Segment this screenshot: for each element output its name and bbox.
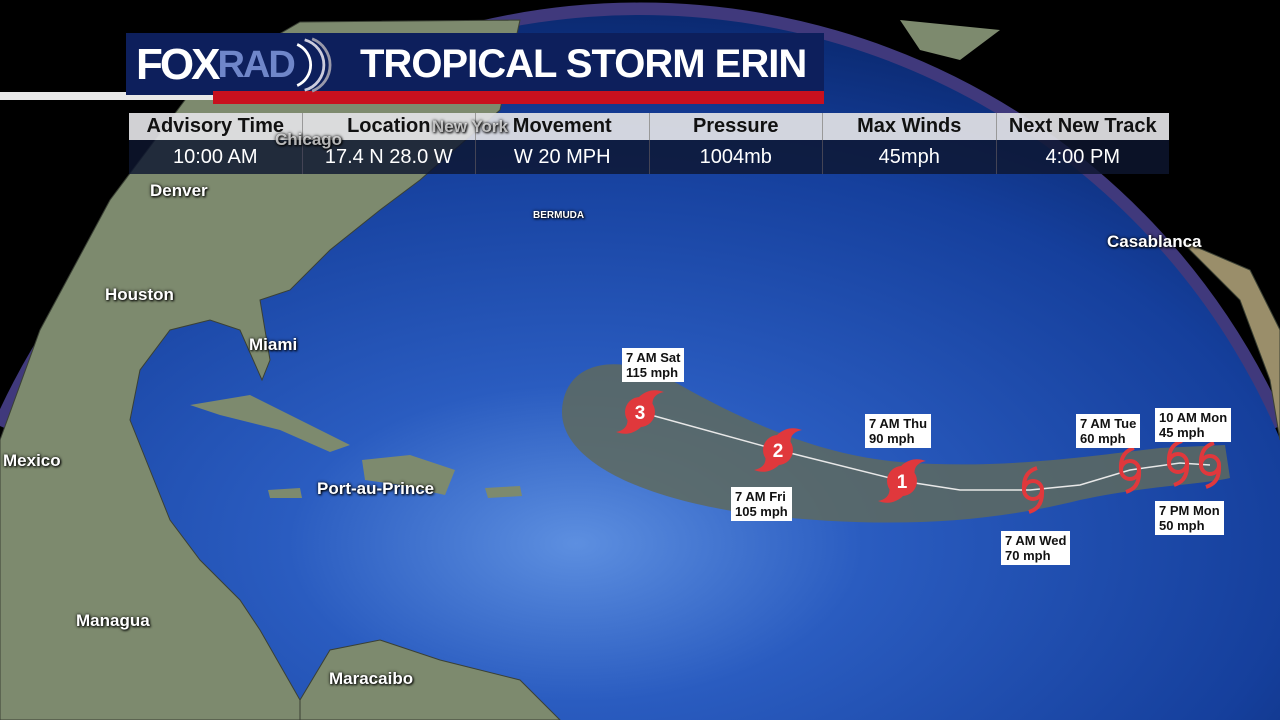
track-label-7am-fri: 7 AM Fri 105 mph bbox=[731, 487, 792, 521]
forecast-cone bbox=[561, 364, 1230, 523]
city-label-mexico: Mexico bbox=[3, 451, 61, 470]
logo-rad: RAD bbox=[217, 43, 295, 86]
svg-text:3: 3 bbox=[635, 403, 646, 424]
next-track-value: 4:00 PM bbox=[996, 140, 1169, 174]
header-banner bbox=[126, 33, 824, 95]
city-label-chicago: Chicago bbox=[275, 130, 343, 149]
city-label-new-york: New York bbox=[432, 117, 508, 136]
land-puerto-rico bbox=[485, 486, 522, 498]
radar-waves-icon bbox=[296, 37, 332, 93]
advisory-table: Advisory Time Location Movement Pressure… bbox=[129, 113, 1169, 174]
header-accent-line bbox=[0, 92, 215, 100]
col-header: Advisory Time bbox=[129, 113, 303, 140]
label-bermuda: BERMUDA bbox=[533, 210, 585, 221]
svg-text:1: 1 bbox=[897, 472, 908, 493]
hurricane-icon: 1 bbox=[878, 459, 926, 503]
city-label-managua: Managua bbox=[76, 611, 150, 630]
movement-value: W 20 MPH bbox=[476, 140, 650, 174]
advisory-value-row: 10:00 AM 17.4 N 28.0 W W 20 MPH 1004mb 4… bbox=[129, 140, 1169, 174]
track-label-7am-thu: 7 AM Thu 90 mph bbox=[865, 414, 932, 448]
land-africa bbox=[1179, 239, 1280, 441]
land-jamaica bbox=[268, 488, 302, 498]
max-winds-value: 45mph bbox=[823, 140, 997, 174]
city-label-denver: Denver bbox=[150, 181, 208, 200]
pressure-value: 1004mb bbox=[649, 140, 823, 174]
track-label-7am-wed: 7 AM Wed 70 mph bbox=[1001, 531, 1071, 565]
col-header: Pressure bbox=[649, 113, 823, 140]
city-label-casablanca: Casablanca bbox=[1107, 232, 1202, 251]
col-header: Location bbox=[302, 113, 476, 140]
header-red-bar bbox=[213, 91, 824, 104]
advisory-header-row: Advisory Time Location Movement Pressure… bbox=[129, 113, 1169, 140]
city-label-port-au-prince: Port-au-Prince bbox=[317, 479, 435, 498]
city-label-houston: Houston bbox=[105, 285, 174, 304]
track-label-7am-sat: 7 AM Sat 115 mph bbox=[622, 348, 685, 382]
tropical-storm-icon bbox=[1198, 441, 1222, 489]
col-header: Next New Track bbox=[996, 113, 1169, 140]
tropical-storm-icon bbox=[1118, 446, 1142, 494]
city-label-maracaibo: Maracaibo bbox=[329, 669, 414, 688]
track-label-10am-mon: 10 AM Mon 45 mph bbox=[1155, 408, 1232, 442]
location-value: 17.4 N 28.0 W bbox=[302, 140, 476, 174]
foxrad-logo: FOX RAD bbox=[136, 37, 334, 93]
advisory-time-value: 10:00 AM bbox=[129, 140, 303, 174]
land-hispaniola bbox=[362, 455, 455, 495]
page-title: TROPICAL STORM ERIN bbox=[360, 42, 807, 86]
hurricane-icon: 3 bbox=[616, 390, 664, 434]
land-europe bbox=[900, 20, 1000, 60]
forecast-track-line bbox=[639, 411, 1211, 491]
logo-fox: FOX bbox=[136, 40, 220, 89]
col-header: Movement bbox=[476, 113, 650, 140]
land-cuba bbox=[190, 395, 350, 452]
tropical-storm-icon bbox=[1021, 466, 1045, 514]
city-label-miami: Miami bbox=[249, 335, 298, 354]
land-north-america bbox=[0, 19, 521, 720]
col-header: Max Winds bbox=[823, 113, 997, 140]
track-label-7am-tue: 7 AM Tue 60 mph bbox=[1076, 414, 1141, 448]
hurricane-icon: 2 bbox=[754, 428, 802, 472]
land-south-america bbox=[299, 639, 561, 720]
svg-text:2: 2 bbox=[773, 441, 784, 462]
track-label-7pm-mon: 7 PM Mon 50 mph bbox=[1155, 501, 1224, 535]
